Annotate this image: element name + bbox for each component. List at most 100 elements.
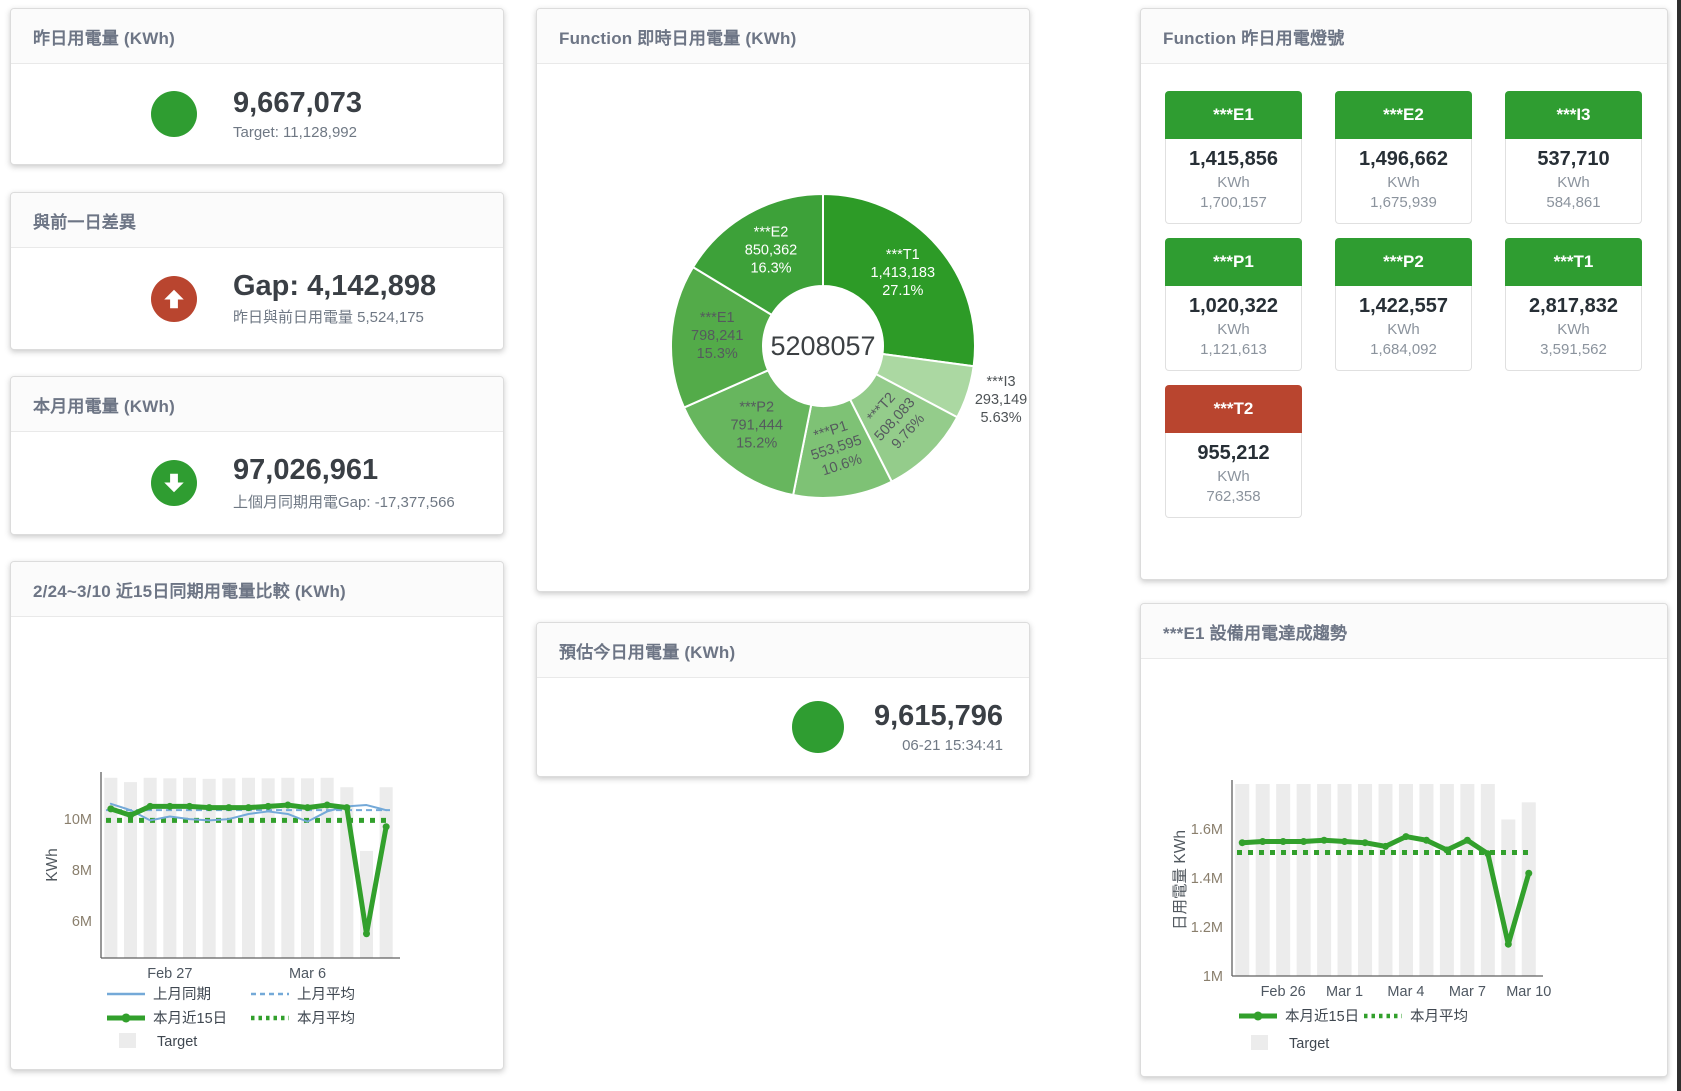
trend-card-title: ***E1 設備用電達成趨勢 (1163, 623, 1348, 643)
legend-label: 本月近15日 (153, 1010, 227, 1027)
yesterday-usage-value: 9,667,073 (233, 87, 363, 120)
lamp-tile-value: 1,422,557 (1359, 295, 1448, 317)
data-point (245, 804, 252, 812)
donut-slice-T1 (822, 193, 976, 368)
lamp-tile-value: 2,817,832 (1529, 295, 1618, 317)
svg-text:27.1%: 27.1% (882, 283, 923, 299)
legend-label: 上月平均 (297, 986, 355, 1003)
day-gap-card: 與前一日差異 Gap: 4,142,898 昨日與前日用電量 5,524,175 (10, 192, 504, 350)
data-point (1259, 837, 1267, 845)
target-bar (1419, 784, 1434, 976)
target-bar (360, 850, 373, 958)
data-point (264, 802, 272, 810)
data-point (1238, 839, 1246, 847)
estimate-timestamp: 06-21 15:34:41 (902, 736, 1004, 754)
data-point (1525, 869, 1533, 877)
lamp-tile-grid: ***E1 1,415,856 KWh 1,700,157 ***E2 1,496,662… (1165, 91, 1643, 518)
lamp-tile-target: 762,358 (1206, 488, 1261, 505)
target-bar (301, 778, 314, 958)
card-header: 本月用電量 (KWh) (11, 377, 503, 432)
svg-text:5.63%: 5.63% (980, 410, 1021, 426)
lamp-tile-unit: KWh (1217, 468, 1250, 485)
lamp-tile-body: 1,496,662 KWh 1,675,939 (1335, 139, 1472, 224)
target-bar (1358, 784, 1373, 976)
estimate-card-title: 預估今日用電量 (KWh) (559, 642, 736, 662)
card-header: Function 昨日用電燈號 (1141, 9, 1667, 64)
donut-label: ***T1 1,413,183 27.1% (871, 247, 936, 299)
y-tick-label: 1.2M (1191, 920, 1223, 936)
lamp-tile: ***P1 1,020,322 KWh 1,121,613 (1165, 238, 1302, 371)
target-bar (1521, 802, 1536, 976)
window-scrollbar[interactable] (1677, 0, 1681, 1091)
target-bar (1296, 784, 1311, 976)
lamp-tile-unit: KWh (1217, 321, 1250, 338)
legend-label: 本月平均 (1410, 1008, 1468, 1025)
svg-text:1,413,183: 1,413,183 (871, 265, 936, 281)
data-point (1300, 837, 1308, 845)
lamp-status-card: Function 昨日用電燈號 ***E1 1,415,856 KWh 1,700,1… (1140, 8, 1668, 580)
data-point (304, 804, 311, 812)
data-point (363, 930, 370, 938)
legend-label: 本月近15日 (1285, 1008, 1359, 1025)
lamp-tile-target: 3,591,562 (1540, 341, 1607, 358)
lamp-tile: ***I3 537,710 KWh 584,861 (1505, 91, 1642, 224)
lamp-tile-name: ***T2 (1165, 385, 1302, 433)
target-bar (1317, 784, 1332, 976)
lamp-tile-target: 1,121,613 (1200, 341, 1267, 358)
target-bar (124, 782, 137, 958)
data-point (382, 823, 390, 831)
donut-slice-E2 (692, 193, 824, 316)
donut-label: ***P2 791,444 15.2% (730, 400, 782, 452)
data-point (166, 802, 174, 810)
lamp-tile-body: 1,415,856 KWh 1,700,157 (1165, 139, 1302, 224)
legend-swatch (1251, 1035, 1268, 1050)
legend-swatch (119, 1033, 136, 1048)
lamp-tile-unit: KWh (1387, 321, 1420, 338)
lamp-tile-body: 1,422,557 KWh 1,684,092 (1335, 286, 1472, 371)
lamp-tile-body: 537,710 KWh 584,861 (1505, 139, 1642, 224)
donut-label: ***I3 293,149 5.63% (975, 374, 1027, 426)
y-tick-label: 10M (64, 812, 92, 828)
lamp-tile-target: 1,675,939 (1370, 194, 1437, 211)
lamp-tile: ***E1 1,415,856 KWh 1,700,157 (1165, 91, 1302, 224)
gap-subtitle: 昨日與前日用電量 5,524,175 (233, 309, 424, 327)
lamp-tile-name: ***P2 (1335, 238, 1472, 286)
svg-text:***I3: ***I3 (987, 374, 1016, 390)
data-point (186, 802, 193, 810)
lamp-tile: ***T2 955,212 KWh 762,358 (1165, 385, 1302, 518)
lamp-tile: ***P2 1,422,557 KWh 1,684,092 (1335, 238, 1472, 371)
month-usage-value: 97,026,961 (233, 454, 379, 487)
data-point (1279, 837, 1287, 845)
month-card-body: 97,026,961 上個月同期用電Gap: -17,377,566 (11, 432, 503, 534)
svg-text:***E2: ***E2 (754, 225, 789, 241)
lamp-tile-name: ***P1 (1165, 238, 1302, 286)
lamp-card-title: Function 昨日用電燈號 (1163, 28, 1345, 48)
realtime-usage-donut-chart[interactable]: ***T1 1,413,183 27.1% ***I3 293,149 5.63% ***T… (537, 9, 1029, 591)
y-tick-label: 8M (72, 863, 92, 879)
data-point (1361, 839, 1369, 847)
x-tick-label: Mar 1 (1326, 984, 1363, 1000)
y-axis-label: KWh (44, 848, 61, 882)
y-axis-label: 日用電量 KWh (1172, 830, 1189, 930)
data-point (1402, 833, 1410, 841)
month-usage-card: 本月用電量 (KWh) 97,026,961 上個月同期用電Gap: -17,3… (10, 376, 504, 535)
data-point (1422, 836, 1430, 844)
lamp-tile: ***E2 1,496,662 KWh 1,675,939 (1335, 91, 1472, 224)
x-tick-label: Mar 4 (1387, 984, 1424, 1000)
svg-text:***E1: ***E1 (700, 310, 735, 326)
yesterday-card-body: 9,667,073 Target: 11,128,992 (11, 64, 503, 164)
legend-label: 本月平均 (297, 1010, 355, 1027)
estimate-card-body: 9,615,796 06-21 15:34:41 (537, 678, 1029, 776)
svg-text:293,149: 293,149 (975, 392, 1027, 408)
status-circle-green (792, 701, 844, 753)
lamp-tile-value: 1,415,856 (1189, 148, 1278, 170)
x-tick-label: Mar 10 (1506, 984, 1551, 1000)
lamp-tile-value: 1,020,322 (1189, 295, 1278, 317)
lamp-tile-name: ***E2 (1335, 91, 1472, 139)
target-bar (1337, 784, 1352, 976)
target-bar (1276, 784, 1291, 976)
e1-trend-chart[interactable]: 1.6M 1.4M 1.2M 1M Feb 26 Mar 1 Mar 4 Mar 7 Mar 1… (1141, 604, 1667, 1076)
data-point (146, 802, 154, 810)
